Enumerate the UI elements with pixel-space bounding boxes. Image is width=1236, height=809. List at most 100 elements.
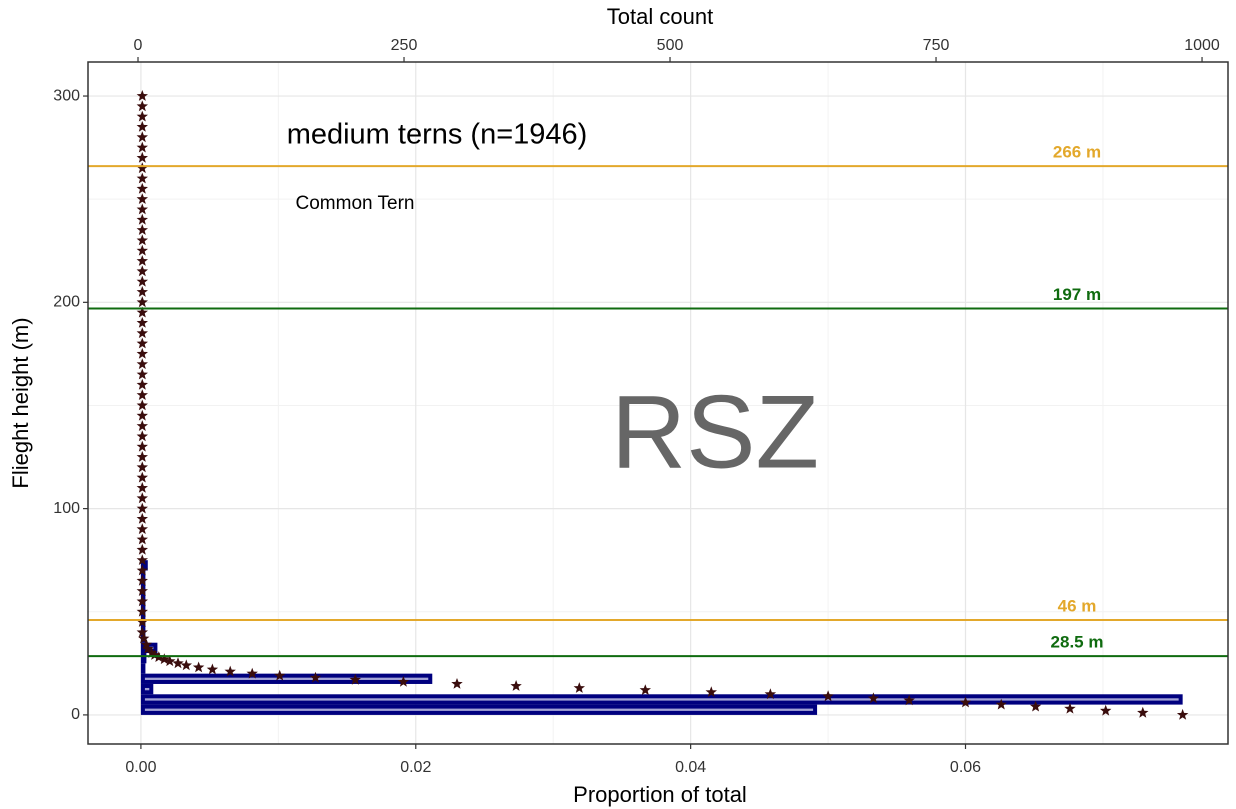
star-point [136,482,148,493]
star-point [136,399,148,411]
histogram-bar [140,653,147,664]
star-point [136,255,148,266]
star-point [903,694,915,706]
star-point [349,673,361,685]
star-point [136,368,148,380]
star-point [136,512,148,524]
star-point [136,306,148,318]
star-point [136,461,148,473]
star-point [136,296,148,308]
star-point [136,389,148,400]
star-point [136,554,148,565]
star-point [136,317,148,328]
star-point [136,213,148,225]
y-axis-title: Flieght height (m) [8,317,33,488]
x-tick-label: 0.00 [125,759,156,776]
top-tick-label: 1000 [1184,37,1220,54]
star-point [136,616,148,627]
x-tick-label: 0.02 [400,759,431,776]
star-point [136,378,148,390]
star-point [148,649,161,660]
star-point [136,409,148,421]
star-point [136,585,148,596]
star-point [246,667,258,679]
star-point [136,100,148,112]
star-point [136,347,148,359]
star-point [136,327,148,339]
star-point [136,533,148,545]
x-tick-label: 0.04 [675,759,706,776]
chart-title: medium terns (n=1946) [287,119,588,151]
top-axis-title: Total count [607,4,713,29]
reference-label: 197 m [1053,285,1101,304]
star-point [140,638,153,650]
star-point [172,657,184,669]
star-point [1064,702,1076,714]
star-point [136,203,148,215]
reference-label: 46 m [1058,597,1097,616]
star-point [136,420,148,431]
star-point [164,655,176,667]
star-point [1137,706,1149,718]
histogram-bar [140,673,433,684]
star-point [822,690,834,702]
star-point [1176,708,1189,720]
rsz-label: RSZ [611,374,819,490]
star-point [639,684,651,695]
x-axis-title: Proportion of total [573,782,747,807]
star-point [397,675,410,687]
star-point [995,698,1007,710]
histogram-bar [140,663,146,674]
star-point [136,492,148,504]
species-label: Common Tern [296,193,415,214]
histogram-bar [140,694,1183,705]
star-point [136,440,148,452]
star-point [136,523,148,535]
star-point [136,121,148,132]
star-point [136,286,148,297]
star-point [136,543,148,555]
histogram-bar [140,683,154,695]
star-point [136,337,148,349]
star-point [138,632,150,644]
star-point [136,451,148,462]
y-tick-label: 100 [53,500,80,517]
star-point [1029,700,1042,712]
plot-border [87,61,1229,745]
star-point [136,430,148,442]
star-point [136,234,148,246]
x-tick-label: 0.06 [950,759,981,776]
star-point [309,671,322,683]
star-point [136,244,148,256]
star-point [142,642,154,654]
reference-label: 266 m [1053,143,1101,162]
star-point [510,680,522,691]
star-point [136,471,148,483]
star-point [136,275,148,287]
star-point [136,358,148,370]
star-point [136,172,148,184]
top-tick-label: 250 [391,37,418,54]
star-point [180,659,192,671]
star-point [764,688,777,700]
star-point [136,564,148,576]
star-point [1100,704,1112,716]
top-tick-label: 0 [134,37,143,54]
star-point [274,669,286,681]
star-point [146,647,158,658]
star-point [573,682,585,693]
star-point [136,151,148,163]
star-point [136,141,148,153]
reference-label: 28.5 m [1051,633,1104,652]
star-point [136,90,148,101]
star-point [136,502,148,514]
star-point [136,626,148,638]
star-point [136,193,148,204]
y-tick-label: 0 [71,706,80,723]
star-point [136,110,148,122]
star-point [959,696,972,708]
histogram-bar [140,704,818,715]
top-tick-label: 750 [923,37,950,54]
